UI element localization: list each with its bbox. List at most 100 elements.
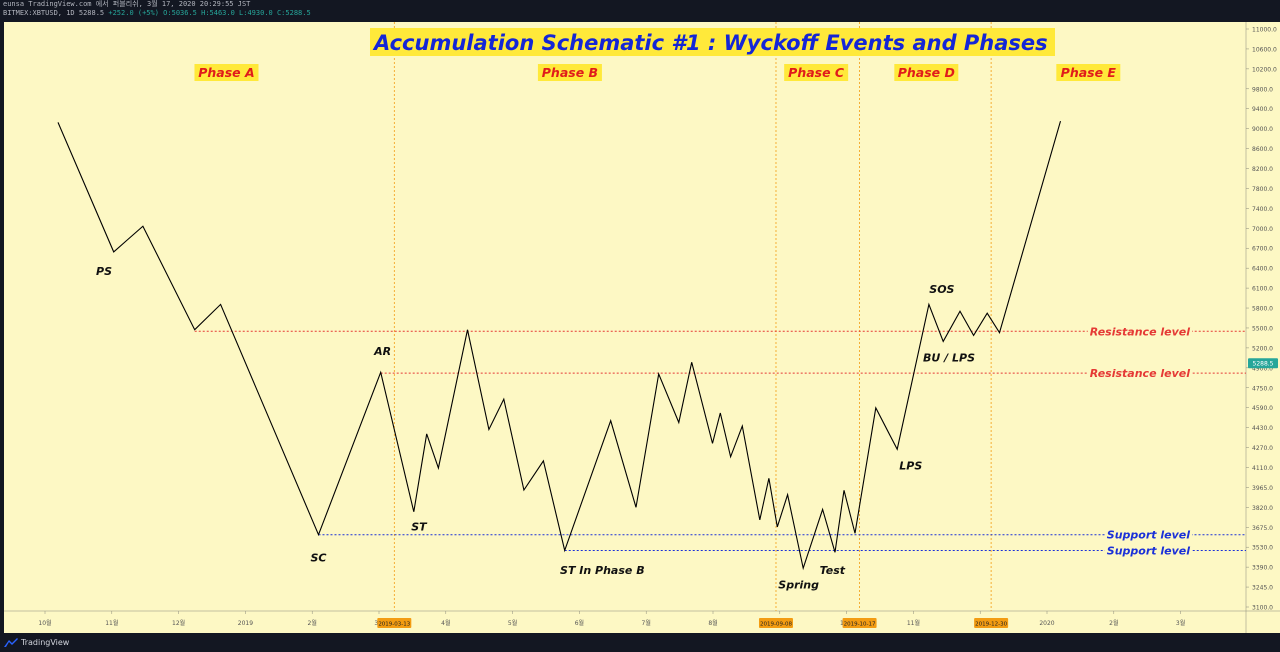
- price-point: [972, 334, 974, 336]
- level-label-background-2: [1087, 366, 1192, 381]
- date-badge-1: [377, 618, 412, 628]
- price-point: [691, 361, 693, 363]
- price-tick-label: 9000.0: [1252, 126, 1273, 133]
- time-tick-label: 8월: [708, 619, 717, 627]
- level-label-background-4: [1104, 543, 1192, 558]
- date-badge-3: [842, 618, 877, 628]
- price-point: [802, 567, 804, 569]
- price-point: [854, 532, 856, 534]
- phase-label-d: Phase D: [898, 65, 955, 80]
- chart-header: eunsa TradingView.com 에서 퍼블리쉬, 3월 17, 20…: [0, 0, 1280, 22]
- time-tick-label: 10월: [38, 619, 51, 627]
- date-badge-label-3: 2019-10-17: [844, 622, 876, 628]
- price-point: [564, 549, 566, 551]
- last-price-badge: [1248, 358, 1278, 369]
- price-tick-label: 5500.0: [1252, 325, 1273, 332]
- price-point: [542, 460, 544, 462]
- last-price-label: 5288.5: [1253, 361, 1274, 368]
- price-point: [986, 312, 988, 314]
- event-label-bu-lps: BU / LPS: [923, 352, 975, 365]
- price-point: [380, 371, 382, 373]
- tradingview-icon: [4, 638, 18, 647]
- price-point: [998, 332, 1000, 334]
- price-point: [466, 328, 468, 330]
- price-point: [928, 303, 930, 305]
- support-level-label-4: Support level: [1107, 544, 1190, 557]
- price-tick-label: 8600.0: [1252, 146, 1273, 153]
- event-label-sos: SOS: [929, 283, 954, 296]
- price-point: [219, 303, 221, 305]
- price-series-line[interactable]: [57, 120, 1062, 571]
- price-tick-label: 7800.0: [1252, 186, 1273, 193]
- price-point: [678, 421, 680, 423]
- price-tick-label: 5800.0: [1252, 306, 1273, 313]
- date-badge-4: [974, 618, 1009, 628]
- price-axis[interactable]: [1246, 22, 1280, 633]
- price-point: [719, 412, 721, 414]
- time-tick-label: 5월: [508, 619, 517, 627]
- date-badge-2: [758, 618, 793, 628]
- date-badge-label-1: 2019-03-13: [378, 622, 410, 628]
- tradingview-logo[interactable]: TradingView: [4, 638, 69, 647]
- price-tick-label: 3965.0: [1252, 485, 1273, 492]
- price-point: [821, 508, 823, 510]
- chart-plot[interactable]: Resistance level Resistance level Support …: [4, 22, 1280, 633]
- price-point: [488, 428, 490, 430]
- chart-title: Accumulation Schematic #1 : Wyckoff Even…: [372, 31, 1048, 55]
- symbol-label: BITMEX:XBTUSD, 1D 5288.5: [3, 9, 105, 17]
- price-point: [776, 526, 778, 528]
- price-tick-label: 4590.0: [1252, 405, 1273, 412]
- price-point: [610, 419, 612, 421]
- price-point: [57, 121, 59, 123]
- price-point: [834, 551, 836, 553]
- time-axis[interactable]: [4, 611, 1246, 633]
- time-tick-label: 12월: [172, 619, 185, 627]
- price-tick-label: 4110.0: [1252, 465, 1273, 472]
- price-tick-label: 3245.0: [1252, 585, 1273, 592]
- price-point: [635, 506, 637, 508]
- phase-label-c: Phase C: [788, 65, 845, 80]
- time-tick-label: 2020: [1039, 620, 1054, 627]
- price-tick-label: 3820.0: [1252, 505, 1273, 512]
- phase-label-b: Phase B: [542, 65, 598, 80]
- price-point: [768, 477, 770, 479]
- symbol-info: BITMEX:XBTUSD, 1D 5288.5 +252.0 (+5%) O:…: [0, 9, 1280, 18]
- phase-label-background-5: [1056, 64, 1121, 81]
- resistance-level-label-2: Resistance level: [1090, 367, 1190, 380]
- phase-label-e: Phase E: [1061, 65, 1117, 80]
- price-point: [523, 489, 525, 491]
- plot-background: [4, 22, 1246, 611]
- price-point: [741, 425, 743, 427]
- price-point: [113, 251, 115, 253]
- price-point: [896, 448, 898, 450]
- time-tick-label: 4월: [441, 619, 450, 627]
- event-label-st-in-phase-b: ST In Phase B: [560, 564, 645, 577]
- price-tick-label: 4900.0: [1252, 365, 1273, 372]
- event-label-lps: LPS: [899, 460, 922, 473]
- price-tick-label: 3530.0: [1252, 545, 1273, 552]
- price-tick-label: 6700.0: [1252, 246, 1273, 253]
- level-label-background-3: [1104, 527, 1192, 542]
- price-point: [729, 456, 731, 458]
- price-tick-label: 6400.0: [1252, 266, 1273, 273]
- price-tick-label: 10600.0: [1252, 46, 1277, 53]
- price-tick-label: 9400.0: [1252, 106, 1273, 113]
- price-change: +252.0 (+5%): [108, 9, 159, 17]
- price-tick-label: 10200.0: [1252, 66, 1277, 73]
- date-badge-label-4: 2019-12-30: [975, 622, 1007, 628]
- price-tick-label: 3390.0: [1252, 565, 1273, 572]
- price-point: [959, 310, 961, 312]
- price-tick-label: 4270.0: [1252, 445, 1273, 452]
- price-tick-label: 3675.0: [1252, 525, 1273, 532]
- price-point: [843, 489, 845, 491]
- publish-info: eunsa TradingView.com 에서 퍼블리쉬, 3월 17, 20…: [3, 0, 251, 8]
- price-tick-label: 9800.0: [1252, 86, 1273, 93]
- time-tick-label: 11월: [907, 619, 920, 627]
- time-tick-label: 2월: [308, 619, 317, 627]
- footer-bar: TradingView: [0, 633, 1280, 652]
- resistance-level-label-1: Resistance level: [1090, 325, 1190, 338]
- price-point: [759, 519, 761, 521]
- price-point: [786, 493, 788, 495]
- level-label-background-1: [1087, 324, 1192, 339]
- event-label-ar: AR: [373, 345, 391, 358]
